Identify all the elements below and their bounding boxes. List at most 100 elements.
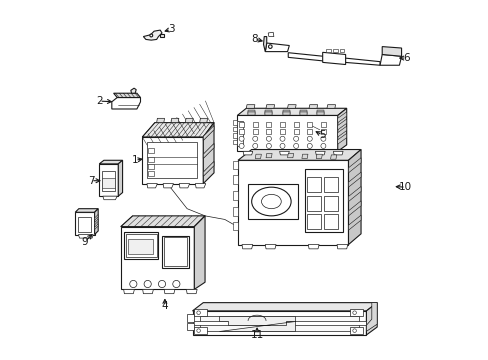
Polygon shape	[112, 98, 140, 109]
Polygon shape	[267, 32, 273, 37]
Bar	[233, 207, 238, 216]
Circle shape	[172, 280, 180, 288]
Polygon shape	[348, 186, 360, 202]
Text: 8: 8	[251, 34, 257, 44]
Text: 11: 11	[250, 330, 263, 340]
Bar	[299, 112, 306, 116]
Bar	[316, 111, 324, 114]
Polygon shape	[247, 184, 298, 220]
Polygon shape	[99, 164, 118, 196]
Bar	[324, 196, 337, 211]
Bar	[233, 222, 238, 230]
Bar	[266, 130, 271, 134]
Circle shape	[352, 329, 356, 332]
Polygon shape	[279, 151, 289, 155]
Bar	[162, 235, 188, 268]
Bar	[187, 323, 193, 330]
Bar	[233, 175, 238, 184]
Bar	[299, 111, 306, 114]
Polygon shape	[203, 123, 214, 184]
Polygon shape	[203, 126, 214, 140]
Polygon shape	[203, 143, 214, 158]
Polygon shape	[263, 37, 266, 51]
Bar	[306, 177, 320, 192]
Polygon shape	[337, 134, 346, 144]
Text: 10: 10	[399, 182, 411, 192]
Polygon shape	[308, 244, 319, 249]
Polygon shape	[316, 154, 322, 158]
Polygon shape	[265, 43, 289, 51]
Polygon shape	[118, 160, 122, 196]
Ellipse shape	[261, 194, 281, 209]
Circle shape	[280, 136, 285, 141]
Bar	[147, 157, 154, 162]
Bar	[282, 112, 289, 116]
Polygon shape	[142, 123, 214, 137]
Bar	[233, 134, 237, 138]
Polygon shape	[195, 184, 205, 188]
Polygon shape	[238, 149, 360, 160]
Bar	[280, 122, 285, 127]
Polygon shape	[94, 209, 98, 234]
Polygon shape	[143, 30, 162, 40]
Circle shape	[129, 280, 137, 288]
Bar	[265, 111, 272, 115]
Bar	[233, 121, 237, 125]
Bar	[233, 191, 238, 200]
Polygon shape	[199, 316, 359, 330]
Polygon shape	[199, 118, 207, 123]
Polygon shape	[301, 154, 307, 158]
Polygon shape	[348, 172, 360, 187]
Bar	[282, 111, 289, 115]
Bar	[147, 148, 154, 153]
Polygon shape	[337, 126, 346, 137]
Circle shape	[144, 280, 151, 288]
Bar	[333, 49, 337, 52]
Bar	[239, 130, 244, 134]
Bar	[324, 215, 337, 229]
Polygon shape	[315, 151, 325, 155]
Polygon shape	[156, 118, 164, 123]
Bar	[252, 130, 257, 134]
Polygon shape	[163, 184, 173, 188]
Bar	[159, 34, 163, 37]
Bar	[233, 140, 237, 144]
Bar	[187, 315, 193, 321]
Text: 1: 1	[132, 155, 138, 165]
Polygon shape	[179, 184, 189, 188]
Bar	[282, 111, 289, 114]
Polygon shape	[94, 215, 98, 220]
Polygon shape	[142, 289, 153, 294]
Polygon shape	[113, 93, 140, 98]
Bar	[325, 49, 330, 52]
Polygon shape	[336, 244, 347, 249]
Polygon shape	[255, 154, 261, 158]
Polygon shape	[142, 137, 203, 184]
Polygon shape	[194, 216, 204, 289]
Polygon shape	[237, 116, 337, 151]
Polygon shape	[78, 234, 93, 238]
Bar	[280, 130, 285, 134]
Bar	[147, 164, 154, 169]
Bar	[339, 49, 343, 52]
Text: 6: 6	[403, 53, 409, 63]
Bar	[304, 169, 343, 232]
Text: 2: 2	[96, 96, 102, 106]
Bar	[126, 234, 156, 257]
Circle shape	[196, 311, 200, 315]
Polygon shape	[287, 153, 293, 158]
Polygon shape	[382, 46, 401, 56]
Bar	[247, 111, 255, 115]
Polygon shape	[238, 160, 348, 244]
Circle shape	[293, 136, 298, 141]
Circle shape	[239, 143, 244, 148]
Ellipse shape	[251, 187, 290, 216]
Circle shape	[320, 136, 325, 141]
Polygon shape	[337, 108, 346, 151]
Bar	[247, 112, 255, 116]
Polygon shape	[243, 151, 252, 155]
Circle shape	[306, 136, 312, 141]
Bar	[192, 321, 366, 325]
Bar	[293, 130, 298, 134]
Bar	[163, 237, 187, 266]
